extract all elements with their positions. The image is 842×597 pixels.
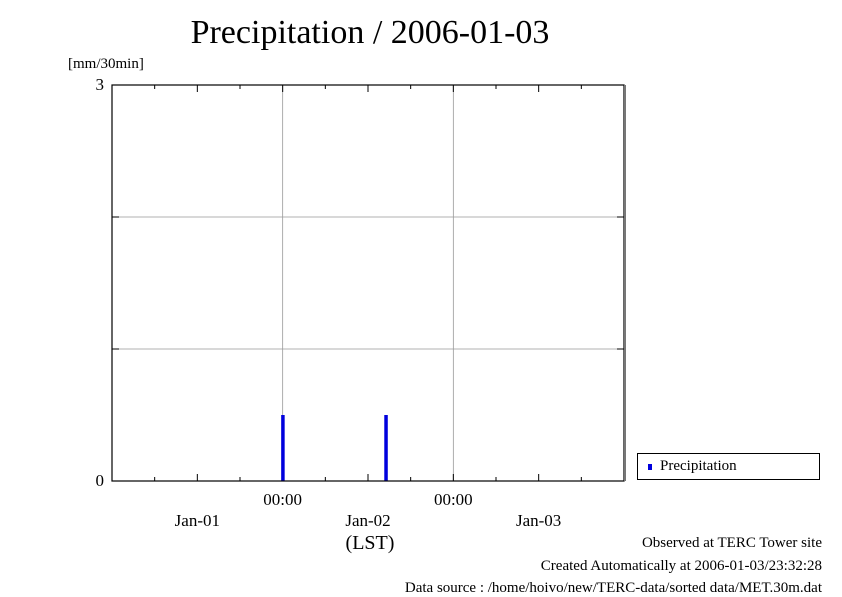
y-axis-unit-label: [mm/30min] — [68, 56, 144, 72]
x-tick-label-time-1: 00:00 — [433, 490, 473, 509]
chart-title: Precipitation / 2006-01-03 — [190, 14, 550, 51]
legend: Precipitation — [637, 453, 820, 480]
footer-created: Created Automatically at 2006-01-03/23:3… — [540, 558, 822, 574]
precipitation-bar-0 — [281, 415, 285, 481]
x-tick-label-date-1: Jan-02 — [345, 511, 391, 530]
footer-source: Data source : /home/hoivo/new/TERC-data/… — [404, 580, 822, 596]
plot-frame — [111, 84, 625, 482]
y-tick-label-bottom: 0 — [95, 471, 105, 490]
x-tick-label-date-0: Jan-01 — [174, 511, 220, 530]
x-axis-label: (LST) — [345, 532, 395, 554]
precipitation-bar-1 — [384, 415, 388, 481]
x-tick-label-time-0: 00:00 — [263, 490, 303, 509]
legend-swatch-precipitation — [648, 464, 652, 470]
legend-label-precipitation: Precipitation — [660, 458, 737, 474]
y-tick-label-top: 3 — [95, 75, 105, 94]
x-tick-label-date-2: Jan-03 — [515, 511, 562, 530]
footer-site: Observed at TERC Tower site — [641, 535, 822, 551]
